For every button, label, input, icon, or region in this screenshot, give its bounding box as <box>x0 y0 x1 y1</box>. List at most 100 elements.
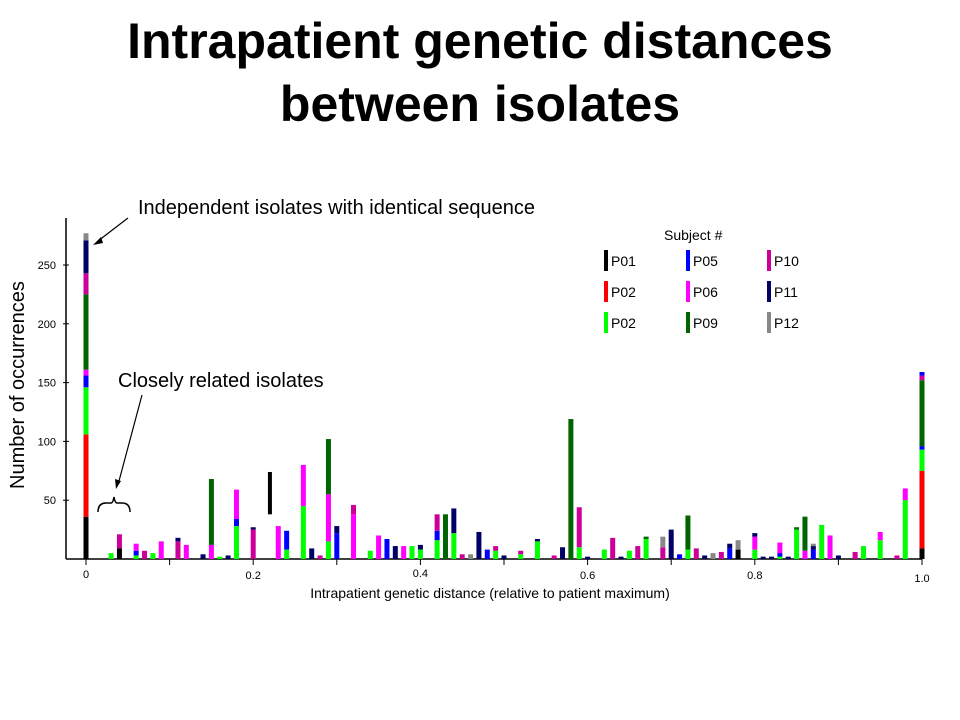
bar-segment-p09 <box>919 380 925 447</box>
bar-segment-p10 <box>518 550 524 555</box>
bar-segment-p11 <box>560 547 566 559</box>
bar-segment-p02b <box>233 526 239 559</box>
bar-segment-p09 <box>802 516 808 551</box>
bar-segment-p11 <box>476 531 482 559</box>
annotation-arrow-line <box>118 394 143 482</box>
annotation-arrowhead <box>93 237 103 245</box>
bar-segment-p10 <box>116 534 122 549</box>
chart-title: Intrapatient genetic distances between i… <box>0 10 960 136</box>
bar-segment-p11 <box>175 537 181 542</box>
y-tick-label: 100 <box>38 436 56 448</box>
bar-segment-p06 <box>233 489 239 520</box>
bar-segment-p11 <box>417 544 423 550</box>
y-tick-label: 150 <box>38 378 56 390</box>
bar-segment-p10 <box>317 555 323 559</box>
bar-segment-p05 <box>677 554 683 559</box>
bar-segment-p10 <box>493 546 499 551</box>
bar-segment-p06 <box>376 535 382 559</box>
bar-segment-p06 <box>827 535 833 559</box>
bar-segment-p12 <box>710 553 716 559</box>
legend-swatch-p01 <box>604 250 608 271</box>
bar-segment-p11 <box>200 554 206 559</box>
y-axis-label: Number of occurrences <box>7 281 29 489</box>
bar-segment-p06 <box>802 550 808 559</box>
bar-segment-p06 <box>902 488 908 501</box>
bar-segment-p10 <box>852 551 858 559</box>
bar-segment-p10 <box>894 555 900 559</box>
bar-segment-p10 <box>635 546 641 559</box>
bar-segment-p11 <box>250 527 256 530</box>
legend-swatch-p05 <box>686 250 690 271</box>
bar-segment-p10 <box>693 548 699 559</box>
y-tick-label: 250 <box>38 260 56 272</box>
bar-segment-p10 <box>660 547 666 559</box>
x-tick-label: 1.0 <box>914 573 929 585</box>
bar-segment-p02b <box>777 556 783 559</box>
bar-segment-p10 <box>459 554 465 559</box>
bar-segment-p11 <box>334 526 340 534</box>
x-tick-label: 0.8 <box>747 570 762 582</box>
bar-segment-p10 <box>434 514 440 531</box>
bar-segment-p11 <box>769 556 775 559</box>
bar-segment-p12 <box>735 540 741 550</box>
floating-bar <box>267 471 272 515</box>
bar-segment-p01 <box>116 548 122 559</box>
legend-label-p02b: P02 <box>611 315 636 331</box>
legend-label-p12: P12 <box>774 315 799 331</box>
bar-segment-p02b <box>919 449 925 471</box>
bar-segment-p05 <box>334 533 340 559</box>
bar-segment-p02b <box>576 547 582 559</box>
bar-segment-p02b <box>819 524 825 559</box>
bar-segment-p02b <box>434 540 440 559</box>
bar-segment-p09 <box>208 479 214 545</box>
legend-swatch-p06 <box>686 281 690 302</box>
bar-segment-p02b <box>409 546 415 559</box>
bar-segment-p02b <box>601 549 607 559</box>
bar-segment-p11 <box>225 555 231 559</box>
bar-segment-p02b <box>643 539 649 559</box>
bar-segment-p02b <box>860 546 866 559</box>
bar-segment-p05 <box>777 553 783 557</box>
bar-segment-p05 <box>284 530 290 550</box>
x-tick-label: 0.4 <box>413 568 428 580</box>
bar-segment-p06 <box>401 546 407 559</box>
legend-swatch-p09 <box>686 312 690 333</box>
bar-segment-p05 <box>434 530 440 541</box>
bar-segment-p06 <box>275 526 281 559</box>
bar-segment-p11 <box>451 508 457 534</box>
bar-segment-p02b <box>367 550 373 559</box>
bar-segment-p05 <box>484 549 490 559</box>
bar-segment-p10 <box>551 555 557 559</box>
bar-segment-p01 <box>83 516 89 559</box>
bar-segment-p02 <box>83 434 89 517</box>
y-tick-label: 200 <box>38 319 56 331</box>
bar-segment-p02b <box>451 533 457 559</box>
bar-segment-p02b <box>417 549 423 559</box>
bar-segment-p09 <box>568 419 574 559</box>
bar-segment-p11 <box>752 533 758 537</box>
bar-segment-p11 <box>618 556 624 559</box>
bar-segment-p02b <box>794 529 800 559</box>
bar-segment-p02b <box>685 549 691 559</box>
bar-segment-p06 <box>752 536 758 550</box>
x-tick-label: 0.2 <box>246 570 261 582</box>
bar-segment-p12 <box>468 554 474 559</box>
bar-segment-p06 <box>877 531 883 541</box>
y-tick-label: 50 <box>44 495 56 507</box>
legend-label-p09: P09 <box>693 315 718 331</box>
bar-segment-p05 <box>919 372 925 376</box>
bar-segment-p02b <box>150 553 156 559</box>
legend-swatch-p02 <box>604 281 608 302</box>
bar-segment-p02b <box>752 549 758 559</box>
bar-segment-p11 <box>727 543 733 549</box>
bar-segment-p12 <box>810 543 816 547</box>
bar-segment-p11 <box>309 548 315 559</box>
bar-segment-p02b <box>626 550 632 559</box>
bar-segment-p06 <box>208 544 214 559</box>
bar-segment-p10 <box>175 541 181 559</box>
bar-segment-p02b <box>877 540 883 559</box>
bar-segment-p02b <box>300 506 306 559</box>
bar-segment-p02b <box>902 500 908 559</box>
bar-segment-p05 <box>133 550 139 556</box>
